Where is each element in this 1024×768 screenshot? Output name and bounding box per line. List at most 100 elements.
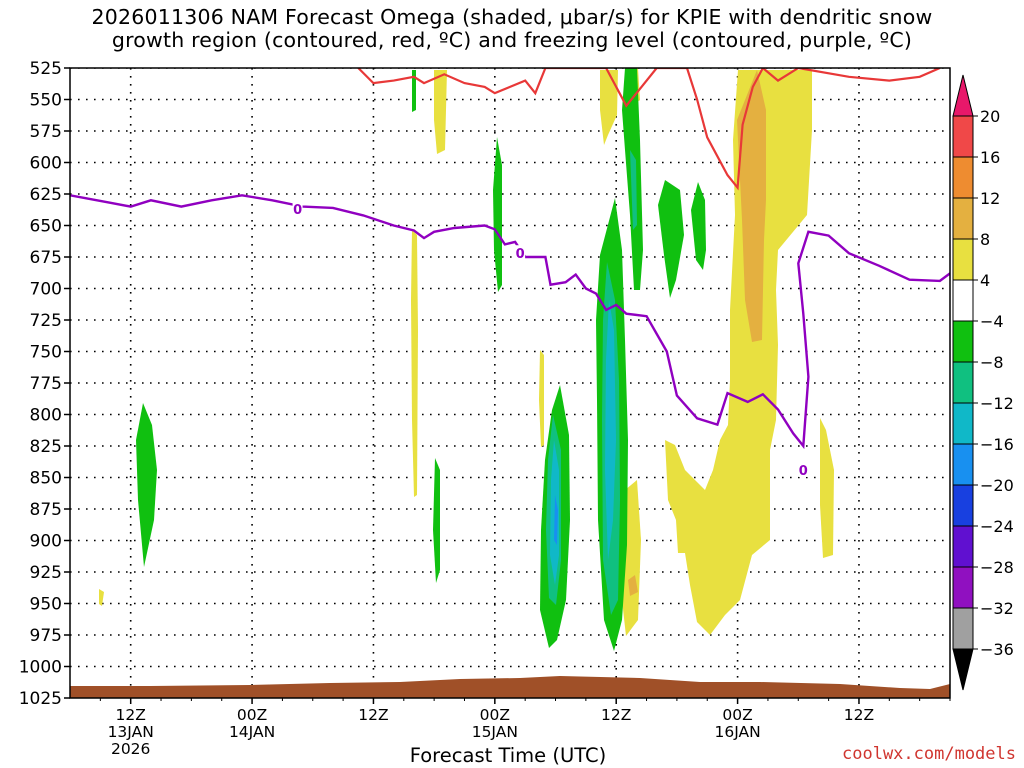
y-tick-label: 550 [30, 91, 62, 111]
omega-area-orange-small [628, 575, 638, 596]
y-tick-label: 725 [30, 311, 62, 331]
colorbar-label: −32 [980, 599, 1014, 618]
colorbar-label: 8 [980, 230, 990, 249]
colorbar-top-triangle [952, 74, 974, 117]
colorbar-label: 16 [980, 148, 1000, 167]
colorbar: 20 16 12 8 4 −4 −8 −12 −16 −20 −24 −28 −32 −36 [952, 74, 1014, 691]
colorbar-swatch [952, 484, 974, 527]
omega-area-green-right-2 [691, 182, 706, 270]
x-tick-label: 12Z [358, 706, 388, 724]
freezing-level-label: 0 [293, 203, 302, 218]
freezing-label-bg [515, 245, 526, 261]
x-tick-label: 12Z [844, 706, 874, 724]
colorbar-swatch [952, 238, 974, 281]
omega-area-green-right-1 [658, 180, 684, 298]
credit-text: coolwx.com/models [842, 744, 1016, 764]
plot-content: 0 0 0 [70, 68, 950, 698]
dendritic-growth-contour [357, 68, 941, 191]
y-tick-label: 950 [30, 595, 62, 615]
omega-area-teal-top [630, 150, 637, 230]
omega-area-green-top-small [412, 70, 416, 112]
x-tick-label: 15JAN [472, 723, 518, 741]
colorbar-swatch [952, 402, 974, 445]
colorbar-label: −12 [980, 394, 1014, 413]
colorbar-label: −4 [980, 312, 1004, 331]
colorbar-label: 4 [980, 271, 990, 290]
omega-area-orange-right [737, 70, 766, 342]
omega-area-cyan-main-1 [550, 440, 559, 585]
omega-negative-areas [136, 68, 706, 651]
y-tick-label: 1025 [19, 689, 62, 709]
y-tick-label: 775 [30, 374, 62, 394]
y-tick-label: 1000 [19, 658, 62, 678]
colorbar-swatch [952, 607, 974, 650]
x-tick-label: 00Z [722, 706, 752, 724]
colorbar-label: 12 [980, 189, 1000, 208]
y-tick-label: 825 [30, 437, 62, 457]
omega-area-yellow-small-1 [99, 589, 104, 606]
x-tick-label: 16JAN [714, 723, 760, 741]
omega-area-yellow-right-column [820, 418, 834, 558]
title-line-1: 2026011306 NAM Forecast Omega (shaded, μ… [91, 5, 933, 29]
x-tick-label: 13JAN [108, 723, 154, 741]
x-tick-label: 14JAN [229, 723, 275, 741]
y-tick-label: 700 [30, 280, 62, 300]
omega-area-green-col-2 [433, 458, 440, 583]
x-tick-label: 12Z [601, 706, 631, 724]
colorbar-swatch [952, 279, 974, 322]
y-tick-label: 800 [30, 406, 62, 426]
y-tick-label: 875 [30, 500, 62, 520]
colorbar-label: −8 [980, 353, 1004, 372]
y-tick-label: 850 [30, 469, 62, 489]
omega-area-blue-main-1 [554, 495, 558, 545]
colorbar-swatch [952, 566, 974, 609]
freezing-level-labels: 0 0 0 [292, 201, 809, 479]
colorbar-swatch [952, 361, 974, 404]
chart-title: 2026011306 NAM Forecast Omega (shaded, μ… [0, 6, 1024, 52]
x-tick-label: 00Z [480, 706, 510, 724]
omega-area-yellow-top-2 [600, 70, 618, 145]
y-tick-label: 900 [30, 532, 62, 552]
y-tick-label: 650 [30, 217, 62, 237]
colorbar-label: −28 [980, 558, 1014, 577]
y-tick-label: 925 [30, 563, 62, 583]
colorbar-swatch [952, 156, 974, 199]
x-axis-title: Forecast Time (UTC) [409, 744, 607, 767]
y-tick-label: 975 [30, 626, 62, 646]
freezing-level-label: 0 [516, 247, 525, 262]
freezing-label-bg [292, 201, 303, 217]
omega-area-yellow-right-stack [665, 70, 812, 635]
y-tick-label: 600 [30, 154, 62, 174]
y-tick-label: 625 [30, 185, 62, 205]
colorbar-label: −20 [980, 476, 1014, 495]
colorbar-label: −16 [980, 435, 1014, 454]
x-tick-label: 2026 [111, 740, 150, 758]
title-line-2: growth region (contoured, red, ºC) and f… [111, 28, 913, 52]
freezing-level-contour [70, 194, 950, 450]
freezing-label-bg [798, 461, 809, 477]
omega-area-cyan-main-2 [605, 300, 616, 560]
colorbar-swatch [952, 320, 974, 363]
colorbar-swatch [952, 525, 974, 568]
y-axis: 525 550 575 600 625 650 675 700 725 750 775 800 825 8… [19, 59, 70, 709]
x-tick-label: 12Z [116, 706, 146, 724]
terrain-ground [70, 676, 950, 698]
x-tick-label: 00Z [237, 706, 267, 724]
omega-area-green-left [136, 403, 157, 567]
colorbar-bottom-triangle [952, 648, 974, 691]
colorbar-label: −36 [980, 640, 1014, 659]
y-tick-label: 525 [30, 59, 62, 79]
y-tick-label: 675 [30, 248, 62, 268]
colorbar-swatch [952, 115, 974, 158]
colorbar-swatch [952, 197, 974, 240]
omega-area-yellow-mid-1 [539, 350, 544, 447]
colorbar-label: 20 [980, 107, 1000, 126]
y-tick-label: 575 [30, 122, 62, 142]
colorbar-swatch [952, 443, 974, 486]
y-tick-label: 750 [30, 343, 62, 363]
colorbar-label: −24 [980, 517, 1014, 536]
omega-area-green-col-1 [493, 137, 502, 292]
omega-area-yellow-top-1 [434, 70, 447, 154]
